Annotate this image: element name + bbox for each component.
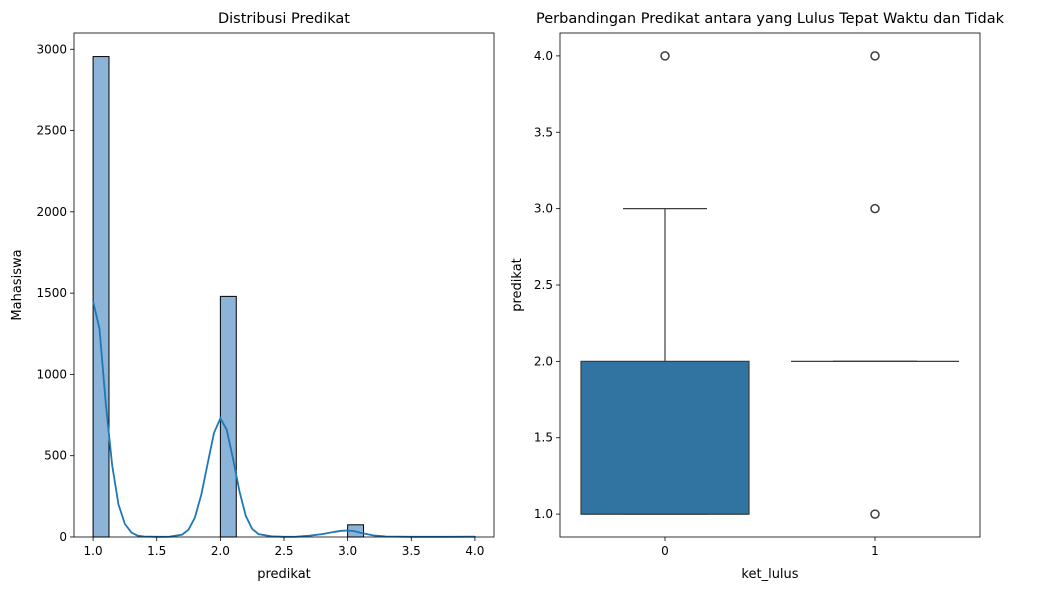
box-outlier [870,203,880,214]
boxplot-y-tick-label: 3.5 [534,125,553,139]
histogram-x-tick-label: 1.0 [84,544,103,558]
histogram-y-tick-label: 3000 [36,42,67,56]
histogram-x-ticks: 1.0 1.5 2.0 2.5 3.0 3.5 4.0 [84,537,484,558]
box-outlier [870,51,880,61]
boxplot-y-tick-label: 1.0 [534,507,553,521]
box-1 [791,51,959,519]
histogram-x-tick-label: 3.5 [402,544,421,558]
histogram-plot-area [74,33,494,537]
histogram-chart: 1.0 1.5 2.0 2.5 3.0 3.5 4.0 0 500 1000 1500 2000 25… [10,11,495,582]
boxplot-boxes [580,51,959,519]
histogram-bar-2 [219,295,237,538]
box-outlier [870,509,880,519]
histogram-bar-0 [92,56,110,538]
histogram-y-label: Mahasiswa [10,249,25,320]
histogram-x-tick-label: 4.0 [465,544,484,558]
boxplot-x-tick-label: 0 [661,544,669,558]
boxplot-y-tick-label: 2.0 [534,354,553,368]
boxplot-y-tick-label: 3.0 [534,202,553,216]
histogram-x-tick-label: 2.5 [274,544,293,558]
box-outlier [660,51,670,61]
boxplot-x-tick-label: 1 [871,544,879,558]
histogram-y-tick-label: 1000 [36,367,67,381]
histogram-y-tick-label: 500 [44,449,67,463]
histogram-x-tick-label: 3.0 [338,544,357,558]
histogram-x-label: predikat [257,567,311,582]
boxplot-title: Perbandingan Predikat antara yang Lulus … [536,11,1005,27]
boxplot-y-tick-label: 2.5 [534,278,553,292]
boxplot-x-label: ket_lulus [741,567,798,582]
histogram-y-tick-label: 1500 [36,286,67,300]
histogram-bars [92,56,476,538]
histogram-y-tick-label: 2000 [36,205,67,219]
boxplot-y-tick-label: 1.5 [534,431,553,445]
histogram-y-ticks: 0 500 1000 1500 2000 2500 3000 [36,42,74,544]
histogram-y-tick-label: 2500 [36,124,67,138]
kde-line [92,301,475,538]
box-0 [580,51,750,515]
boxplot-y-label: predikat [510,258,525,312]
histogram-title: Distribusi Predikat [218,11,350,27]
box-body [580,360,750,515]
histogram-y-tick-label: 0 [59,530,67,544]
histogram-x-tick-label: 2.0 [211,544,230,558]
histogram-x-tick-label: 1.5 [147,544,166,558]
boxplot-y-ticks: 1.0 1.5 2.0 2.5 3.0 3.5 4.0 [534,49,560,521]
boxplot-y-tick-label: 4.0 [534,49,553,63]
